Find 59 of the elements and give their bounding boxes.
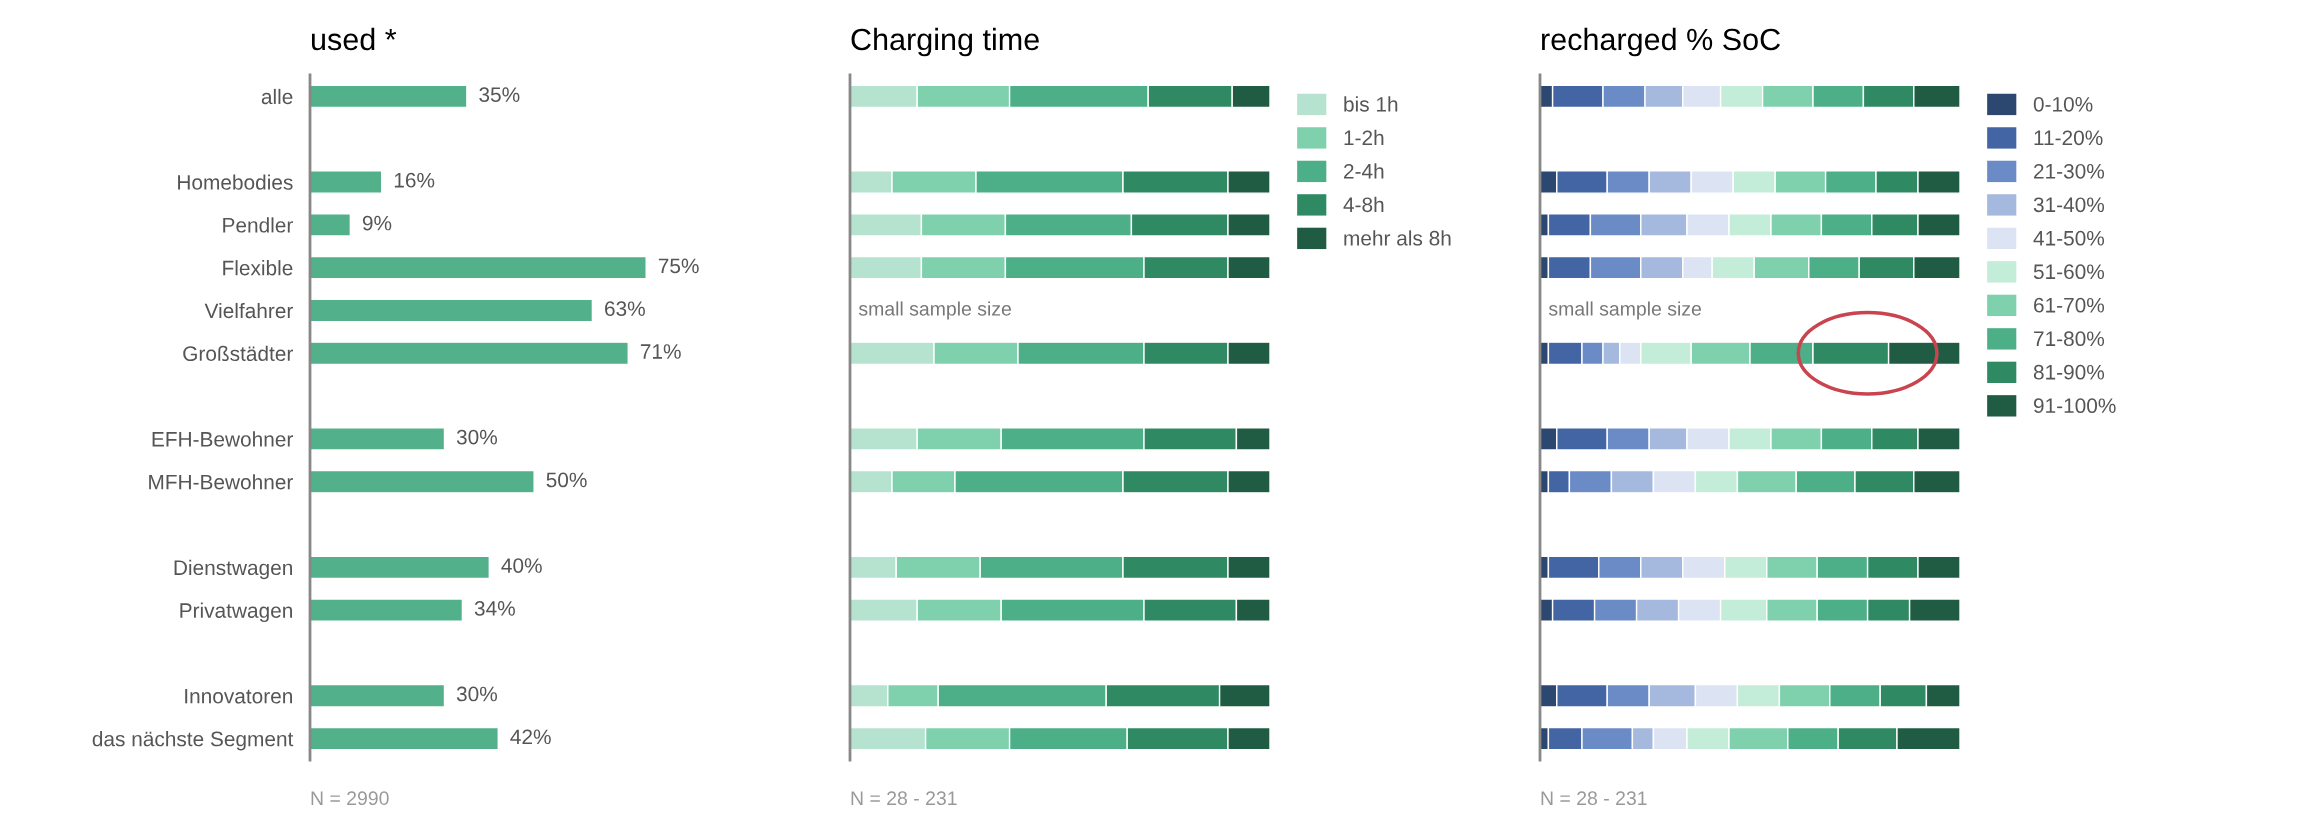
legend-label: 21-30% bbox=[2034, 163, 2105, 179]
bar bbox=[310, 598, 464, 622]
legend-label: 2-4h bbox=[1344, 163, 1384, 179]
y-tick-label: Großstädter bbox=[183, 345, 293, 362]
data-label: 63% bbox=[605, 301, 645, 317]
data-label: 35% bbox=[479, 87, 520, 102]
y-tick-label: Innovatoren bbox=[185, 689, 292, 704]
legend-label: 91-100% bbox=[2033, 398, 2116, 414]
legend-label: 61-70% bbox=[2034, 297, 2105, 313]
bar bbox=[310, 255, 647, 280]
legend-label: 51-60% bbox=[2033, 264, 2105, 280]
data-label: 42% bbox=[510, 729, 551, 745]
data-label: 16% bbox=[394, 172, 435, 188]
legend-label: 11-20% bbox=[2034, 130, 2103, 146]
bar bbox=[310, 341, 629, 366]
data-label: 75% bbox=[658, 258, 699, 274]
data-label: 40% bbox=[501, 558, 542, 573]
legend-label: 71-80% bbox=[2034, 331, 2105, 347]
legend-label: 1-2h bbox=[1344, 129, 1384, 145]
bar bbox=[310, 84, 468, 109]
bar bbox=[310, 427, 446, 451]
legend-label: 31-40% bbox=[2033, 197, 2105, 213]
y-tick-label: Privatwagen bbox=[180, 602, 292, 623]
bar bbox=[310, 213, 352, 237]
data-label: 50% bbox=[546, 472, 587, 488]
y-tick-label: EFH-Bewohner bbox=[152, 431, 293, 447]
y-tick-label: Flexible bbox=[223, 260, 293, 276]
bar bbox=[310, 726, 499, 751]
bar bbox=[310, 469, 535, 494]
legend-label: 41-50% bbox=[2033, 230, 2105, 246]
legend-label: 81-90% bbox=[2033, 364, 2105, 380]
bar bbox=[310, 170, 383, 194]
text: N = 28 - 231 bbox=[851, 791, 957, 806]
annotation: small sample size bbox=[858, 301, 1011, 320]
data-label: 30% bbox=[456, 686, 498, 702]
y-tick-label: Dienstwagen bbox=[174, 559, 292, 580]
bar bbox=[310, 555, 490, 580]
y-tick-label: Pendler bbox=[223, 217, 293, 233]
annotation: small sample size bbox=[1548, 301, 1701, 320]
data-label: 71% bbox=[640, 344, 681, 359]
y-tick-label: alle bbox=[261, 88, 293, 105]
y-tick-label: Homebodies bbox=[178, 174, 293, 190]
chart-title: used * bbox=[311, 27, 397, 51]
legend-label: mehr als 8h bbox=[1344, 230, 1451, 246]
data-label: 30% bbox=[456, 429, 498, 445]
y-tick-label: Vielfahrer bbox=[204, 302, 293, 319]
legend-label: 4-8h bbox=[1343, 196, 1384, 213]
y-tick-label: das nächste Segment bbox=[92, 731, 294, 751]
bar bbox=[310, 298, 594, 323]
chart-title: Charging time bbox=[851, 27, 1039, 57]
data-label: 34% bbox=[474, 601, 515, 616]
text: N = 2990 bbox=[311, 791, 389, 806]
bar bbox=[310, 683, 446, 708]
data-label: 9% bbox=[362, 215, 392, 231]
chart-title: recharged % SoC bbox=[1542, 27, 1781, 57]
legend-label: bis 1h bbox=[1344, 96, 1398, 112]
text: N = 28 - 231 bbox=[1541, 791, 1647, 806]
y-tick-label: MFH-Bewohner bbox=[149, 474, 293, 490]
legend-label: 0-10% bbox=[2033, 96, 2093, 112]
